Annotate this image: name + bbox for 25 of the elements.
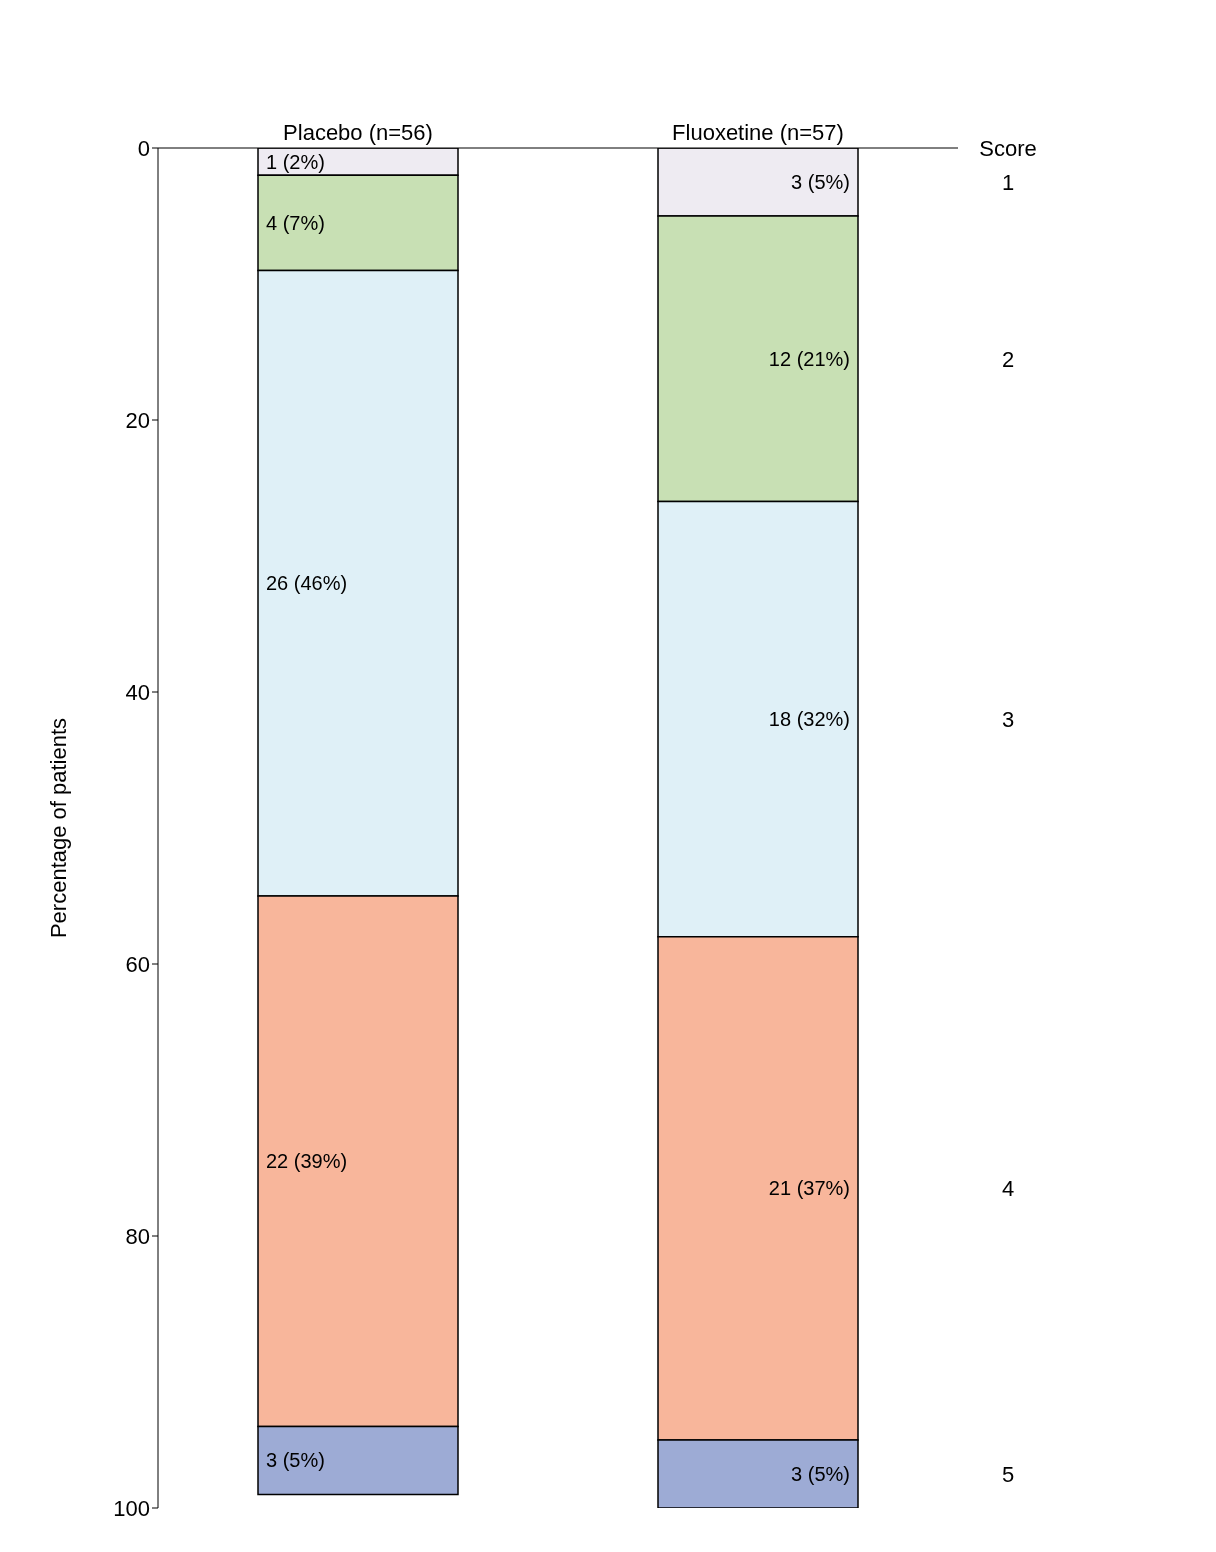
text: 3 bbox=[1001, 706, 1015, 732]
data-label: 3 (5%) bbox=[791, 171, 850, 193]
data-label: 3 (5%) bbox=[791, 1463, 850, 1485]
y-tick-label: 20 bbox=[125, 407, 150, 433]
data-label: 1 (2%) bbox=[266, 150, 325, 173]
text: 5 bbox=[1001, 1461, 1015, 1487]
data-label: 18 (32%) bbox=[768, 708, 850, 731]
text: 4 bbox=[1001, 1176, 1015, 1202]
data-label: 22 (39%) bbox=[266, 1150, 348, 1173]
y-tick-label: 60 bbox=[125, 951, 150, 977]
y-tick-label: 40 bbox=[125, 679, 150, 705]
text: 1 bbox=[1001, 169, 1015, 195]
x-tick-label: Fluoxetine (n=57) bbox=[672, 120, 844, 145]
y-tick-label: 0 bbox=[137, 135, 150, 161]
data-label: 4 (7%) bbox=[266, 211, 325, 234]
data-label: 12 (21%) bbox=[768, 347, 850, 370]
data-label: 3 (5%) bbox=[266, 1449, 325, 1472]
y-axis-title: Percentage of patients bbox=[45, 717, 71, 939]
legend-title: Score bbox=[979, 136, 1037, 161]
y-tick-label: 100 bbox=[113, 1495, 150, 1521]
y-tick-label: 80 bbox=[125, 1223, 150, 1249]
x-tick-label: Placebo (n=56) bbox=[283, 120, 433, 145]
text: 2 bbox=[1001, 346, 1015, 372]
data-label: 21 (37%) bbox=[768, 1177, 850, 1200]
data-label: 26 (46%) bbox=[266, 572, 348, 595]
